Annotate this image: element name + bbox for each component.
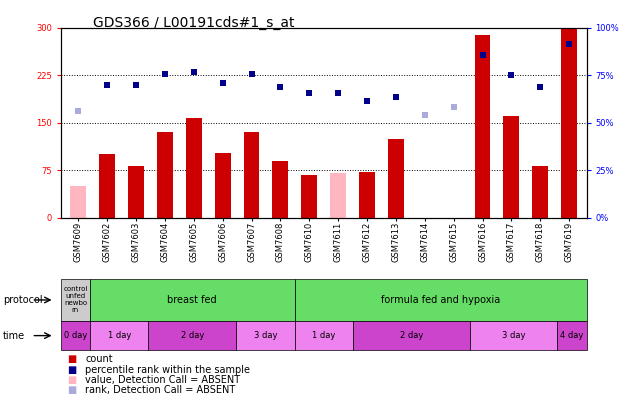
Text: count: count [85,354,113,364]
Bar [61,279,90,321]
Bar [503,116,519,218]
Bar [149,321,236,350]
Text: 0 day: 0 day [64,331,87,340]
Bar [562,28,577,218]
Bar [557,321,587,350]
Text: 4 day: 4 day [560,331,583,340]
Text: time: time [3,331,26,341]
Text: 2 day: 2 day [399,331,423,340]
Text: 3 day: 3 day [254,331,277,340]
Bar [244,132,260,218]
Bar [61,321,90,350]
Bar [272,161,288,218]
Bar [470,321,557,350]
Text: 3 day: 3 day [502,331,525,340]
Bar [236,321,294,350]
Bar [294,279,587,321]
Bar [294,321,353,350]
Text: GDS366 / L00191cds#1_s_at: GDS366 / L00191cds#1_s_at [93,16,294,30]
Bar [388,139,404,218]
Text: control
unfed
newbo
rn: control unfed newbo rn [63,286,88,314]
Bar [90,279,294,321]
Bar [157,132,173,218]
Text: value, Detection Call = ABSENT: value, Detection Call = ABSENT [85,375,240,385]
Bar [359,172,375,218]
Text: 1 day: 1 day [108,331,131,340]
Text: formula fed and hypoxia: formula fed and hypoxia [381,295,500,305]
Text: 1 day: 1 day [312,331,335,340]
Text: breast fed: breast fed [167,295,217,305]
Text: protocol: protocol [3,295,43,305]
Bar [99,154,115,218]
Text: 2 day: 2 day [181,331,204,340]
Bar [71,186,86,218]
Bar [330,173,346,218]
Text: rank, Detection Call = ABSENT: rank, Detection Call = ABSENT [85,385,235,395]
Text: ■: ■ [67,354,76,364]
Bar [90,321,149,350]
Text: ■: ■ [67,385,76,395]
Bar [186,118,202,218]
Bar [301,175,317,218]
Bar [353,321,470,350]
Bar [215,152,231,218]
Text: percentile rank within the sample: percentile rank within the sample [85,365,250,375]
Bar [128,166,144,218]
Bar [474,35,490,218]
Text: ■: ■ [67,375,76,385]
Text: ■: ■ [67,365,76,375]
Bar [533,166,548,218]
